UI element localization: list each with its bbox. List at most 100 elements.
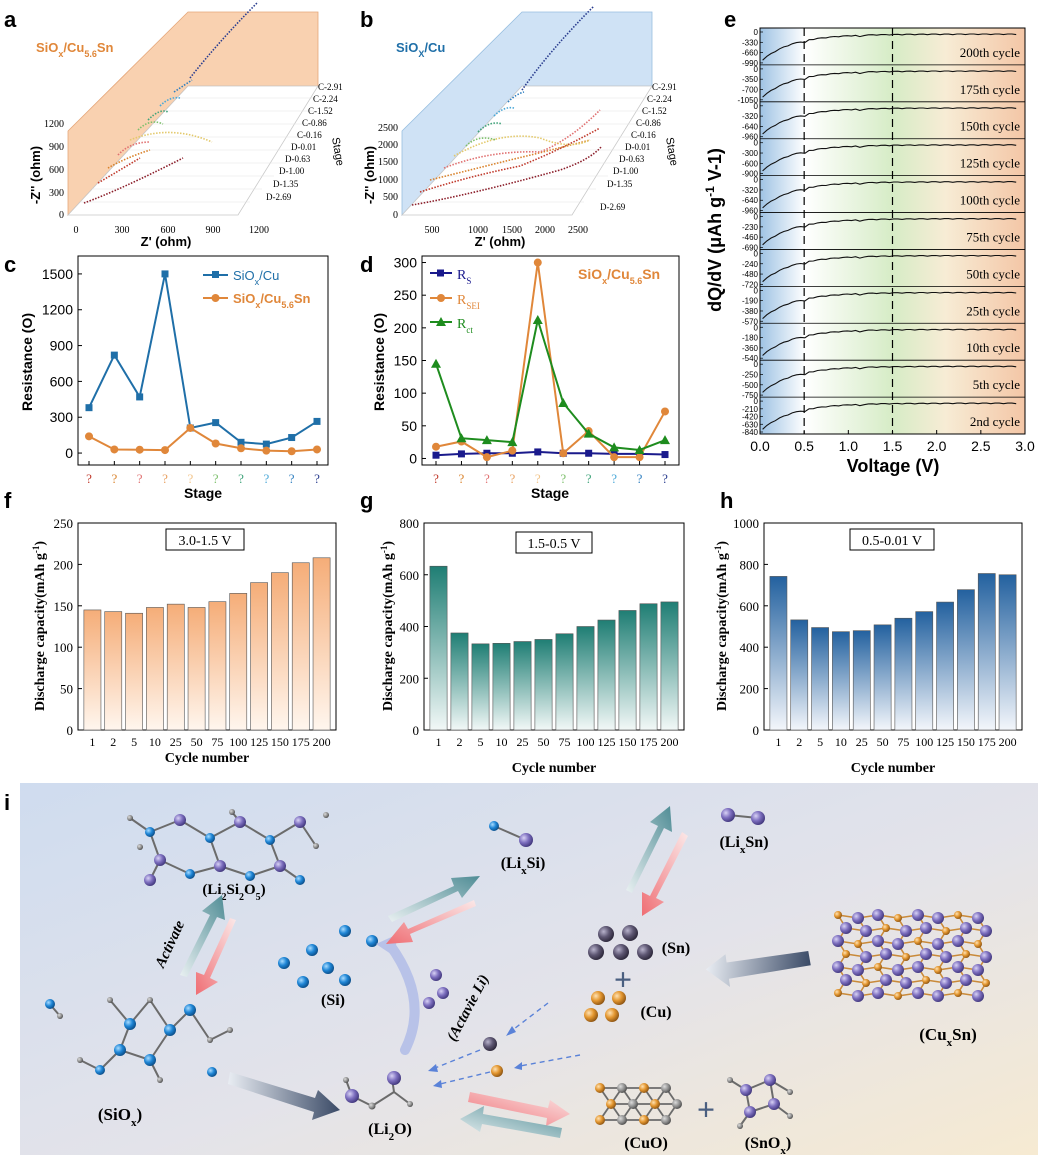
bar	[832, 631, 850, 731]
x-tick-label: 125	[250, 735, 268, 749]
svg-text:600: 600	[49, 165, 64, 176]
dqdv-curve	[762, 402, 1017, 430]
lattice-atom	[972, 912, 984, 924]
y-tick-label: 100	[54, 640, 74, 655]
cuo-structure	[595, 1083, 682, 1125]
cycle-label: 200th cycle	[960, 45, 1021, 60]
lattice-atom	[834, 989, 842, 997]
stage-label: C-1.52	[642, 106, 667, 116]
x-tick-label: 175	[640, 735, 658, 749]
bar	[660, 601, 679, 731]
data-point	[534, 448, 542, 456]
cuo-atom	[639, 1115, 649, 1125]
lattice-atom	[914, 937, 922, 945]
y-tick-label: -480	[742, 270, 759, 279]
x-tick-label: ?	[586, 471, 592, 486]
panel-c-x-title: Stage	[184, 485, 222, 501]
data-point	[313, 417, 321, 425]
y-tick-label: 0	[754, 65, 759, 74]
panel-d-legend: RS RSEI Rct SiOx/Cu5.6Sn	[430, 266, 660, 335]
lattice-atom	[892, 938, 904, 950]
y-tick-label: 0	[754, 249, 759, 258]
lattice-atom	[932, 912, 944, 924]
svg-text:2000: 2000	[535, 225, 555, 236]
x-tick-label: 25	[856, 735, 868, 749]
curve-c-2.91	[189, 1, 259, 79]
curve-c-1.52	[493, 106, 515, 117]
dqdv-curve	[762, 181, 1017, 209]
cycle-label: 125th cycle	[960, 156, 1021, 171]
legend-sioxcu56sn: SiOx/Cu5.6Sn	[233, 291, 311, 310]
data-point	[634, 444, 645, 454]
x-tick-label: ?	[509, 471, 515, 486]
x-tick-label: 2.5	[971, 438, 991, 454]
panel-a-letter: a	[4, 7, 17, 32]
x-tick-label: 5	[131, 735, 137, 749]
dqdv-curve	[762, 254, 1017, 283]
dqdv-curve	[762, 33, 1017, 61]
y-tick-label: 0	[754, 176, 759, 185]
x-tick-label: 25	[517, 735, 529, 749]
y-tick-label: -320	[742, 186, 759, 195]
bar	[852, 630, 871, 731]
y-tick-label: -500	[742, 381, 759, 390]
panel-a-y-ticks: 0 300 600 900 1200	[44, 119, 64, 221]
dqdv-curve	[762, 218, 1017, 246]
panel-f-title: 3.0-1.5 V	[178, 534, 231, 549]
x-tick-label: 200	[661, 735, 679, 749]
siox-structure	[45, 997, 233, 1083]
panel-d-resistance-components: d 0 50 100 150 200 250 300 Resistance (O) ????…	[360, 252, 680, 501]
label-sn: (Sn)	[662, 940, 690, 957]
lattice-atom	[842, 950, 850, 958]
cuo-atom	[628, 1099, 638, 1109]
panel-d-y-title: Resistance (O)	[371, 313, 387, 411]
bar	[146, 607, 164, 731]
svg-text:300: 300	[115, 225, 130, 236]
data-point	[610, 453, 619, 462]
y-tick-label: 400	[740, 640, 760, 655]
y-tick-label: 0	[754, 28, 759, 37]
data-point	[287, 447, 296, 456]
x-tick-label: 1	[89, 735, 95, 749]
panel-h-frame	[763, 522, 1023, 731]
data-point	[110, 351, 118, 359]
y-tick-label: 900	[50, 338, 74, 354]
y-tick-label: -540	[742, 354, 759, 363]
y-tick-label: -420	[742, 413, 759, 422]
bar	[555, 633, 574, 731]
y-tick-label: 200	[394, 320, 418, 336]
x-tick-label: 125	[936, 735, 954, 749]
lattice-atom	[922, 976, 930, 984]
lattice-atom	[972, 964, 984, 976]
dqdv-curve	[762, 365, 1017, 393]
panel-c-categories: ??????????	[86, 461, 320, 486]
y-tick-label: -1050	[738, 96, 759, 105]
lattice-atom	[894, 914, 902, 922]
li2si2o5-structure	[127, 809, 329, 886]
data-point	[432, 442, 440, 451]
stage-label: D-2.69	[600, 202, 626, 212]
data-point	[532, 315, 543, 325]
data-point	[432, 451, 440, 459]
panel-i-letter: i	[4, 790, 10, 815]
panel-a-x-title: Z' (ohm)	[141, 234, 192, 249]
lattice-atom	[980, 925, 992, 937]
data-point	[508, 446, 517, 455]
lattice-atom	[912, 987, 924, 999]
stage-label: C-2.91	[318, 82, 343, 92]
y-tick-label: -720	[742, 280, 759, 289]
bar	[576, 626, 595, 731]
panel-g-title-box	[515, 531, 593, 554]
lattice-atom	[920, 948, 932, 960]
y-tick-label: -960	[742, 207, 759, 216]
stage-label: C-0.16	[297, 130, 322, 140]
curve-d-2.69	[411, 145, 603, 206]
cuo-atom	[650, 1099, 660, 1109]
panel-a-y-title: -Z'' (ohm)	[28, 146, 43, 204]
y-tick-label: 200	[400, 671, 420, 686]
svg-text:500: 500	[383, 192, 398, 203]
curve-c-2.91	[521, 5, 595, 91]
curve-c-0.86	[477, 122, 503, 133]
lattice-atom	[962, 950, 970, 958]
panel-d-y-ticks: 0 50 100 150 200 250 300	[394, 255, 426, 466]
